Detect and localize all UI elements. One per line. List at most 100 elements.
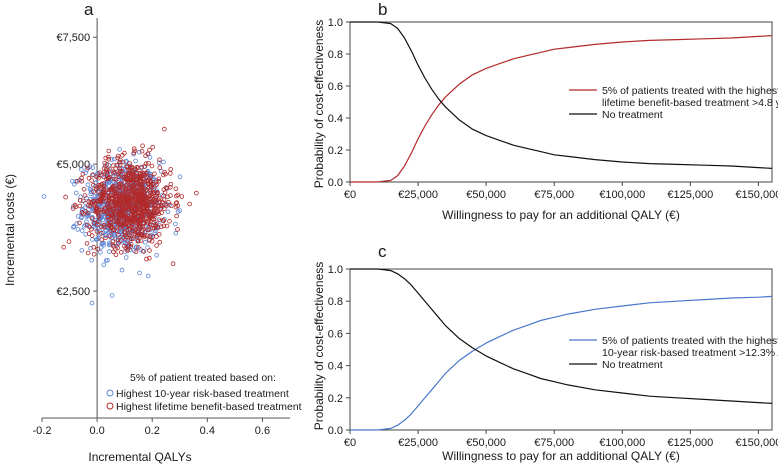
scatter-point xyxy=(160,199,165,205)
plot-areas: €2,500 €5,000 €7,500 -0.2 0.0 0.2 0.4 0.6 0.0 0.2… xyxy=(33,17,778,449)
scatter-point xyxy=(148,179,154,185)
scatter-point xyxy=(90,216,95,222)
scatter-point xyxy=(153,196,159,201)
scatter-point xyxy=(130,236,136,242)
scatter-point xyxy=(118,208,124,214)
scatter-x-tick-label: 0.0 xyxy=(89,425,104,437)
scatter-point xyxy=(139,148,145,154)
scatter-point xyxy=(116,232,121,238)
ceac-c-legend-label-risk-line2: 10-year risk-based treatment >12.3% ARR xyxy=(602,347,778,359)
scatter-point xyxy=(156,176,162,182)
scatter-point xyxy=(80,207,86,212)
scatter-point xyxy=(91,252,97,257)
scatter-point xyxy=(103,187,108,193)
scatter-point xyxy=(168,193,173,198)
scatter-point xyxy=(72,202,78,208)
scatter-point xyxy=(141,201,147,206)
ceac-c-y-axis-label: Probability of cost-effectiveness xyxy=(312,262,326,431)
scatter-point xyxy=(89,257,94,263)
scatter-point xyxy=(145,233,150,239)
scatter-point xyxy=(125,188,130,194)
scatter-point xyxy=(156,179,162,184)
scatter-point xyxy=(87,224,92,230)
scatter-series-lifetime xyxy=(61,126,199,267)
scatter-point xyxy=(86,203,91,208)
ceac-c-x-tick-label: €125,000 xyxy=(667,437,713,449)
ceac-c-legend: 5% of patients treated with the highest … xyxy=(569,335,778,371)
scatter-point xyxy=(126,173,131,179)
scatter-point xyxy=(123,255,129,260)
scatter-point xyxy=(173,186,179,192)
scatter-point xyxy=(126,168,131,173)
scatter-point xyxy=(141,186,147,192)
scatter-point xyxy=(147,255,152,261)
scatter-point xyxy=(101,174,106,180)
scatter-point xyxy=(120,208,126,214)
scatter-point xyxy=(99,224,104,229)
scatter-point xyxy=(122,214,128,219)
scatter-point xyxy=(115,153,121,159)
scatter-point xyxy=(79,167,84,172)
scatter-point xyxy=(147,248,152,253)
scatter-point xyxy=(118,237,124,243)
ceac-c-y-tick-label: 0.0 xyxy=(328,425,343,437)
scatter-point xyxy=(116,174,121,179)
scatter-point xyxy=(109,186,114,192)
scatter-point xyxy=(152,230,158,236)
scatter-point xyxy=(127,232,132,238)
ceac-b-legend: 5% of patients treated with the highest … xyxy=(569,85,778,121)
scatter-point xyxy=(133,211,139,217)
scatter-point xyxy=(112,189,117,194)
ceac-b-series-no-treatment-line xyxy=(350,21,773,169)
scatter-point xyxy=(144,256,149,262)
scatter-point xyxy=(79,228,85,233)
scatter-point xyxy=(141,221,146,226)
scatter-point xyxy=(94,222,100,227)
scatter-point xyxy=(131,150,137,156)
scatter-point xyxy=(95,246,100,252)
scatter-point xyxy=(145,212,151,217)
scatter-point xyxy=(98,231,104,236)
ceac-c-plot: 0.0 0.2 0.4 0.6 0.8 1.0 €0 €25,000 €50,000 €75,00… xyxy=(328,264,778,449)
scatter-point xyxy=(154,253,160,258)
ceac-b-x-tick-label: €125,000 xyxy=(667,189,713,201)
panel-label-c: c xyxy=(378,242,387,261)
scatter-point xyxy=(132,231,138,237)
scatter-point xyxy=(163,171,168,177)
scatter-point xyxy=(73,179,78,184)
ceac-b-plot-frame xyxy=(349,21,773,183)
scatter-point xyxy=(119,267,125,273)
scatter-point xyxy=(105,167,110,173)
scatter-legend: 5% of patient treated based on: Highest … xyxy=(106,372,302,413)
scatter-point xyxy=(99,196,105,201)
scatter-point xyxy=(106,148,112,154)
scatter-point xyxy=(128,204,134,210)
ceac-b-y-tick-label: 0.6 xyxy=(328,81,343,93)
scatter-point xyxy=(144,171,149,176)
scatter-point xyxy=(169,203,174,209)
scatter-point xyxy=(127,202,132,208)
scatter-point xyxy=(136,184,142,189)
scatter-point xyxy=(154,243,159,248)
scatter-point xyxy=(123,205,129,211)
scatter-point xyxy=(79,179,85,184)
scatter-point xyxy=(161,172,166,178)
ceac-b-legend-label-lifetime-line2: lifetime benefit-based treatment >4.8 ye… xyxy=(602,97,778,109)
scatter-point xyxy=(103,233,109,239)
scatter-point xyxy=(175,192,181,198)
scatter-point xyxy=(41,194,47,199)
scatter-point xyxy=(116,235,121,240)
scatter-point xyxy=(120,152,125,158)
scatter-point xyxy=(108,199,113,205)
scatter-point xyxy=(85,182,91,188)
scatter-point xyxy=(90,172,96,177)
scatter-point xyxy=(111,243,116,249)
ceac-b-legend-label-notreat: No treatment xyxy=(602,109,663,121)
scatter-x-tick-label: 0.4 xyxy=(200,425,215,437)
scatter-point xyxy=(164,203,169,208)
scatter-point xyxy=(141,171,146,177)
scatter-point xyxy=(96,175,101,181)
scatter-point xyxy=(139,233,144,238)
ceac-c-series-no-treatment-line xyxy=(350,268,773,404)
scatter-point xyxy=(75,214,81,219)
